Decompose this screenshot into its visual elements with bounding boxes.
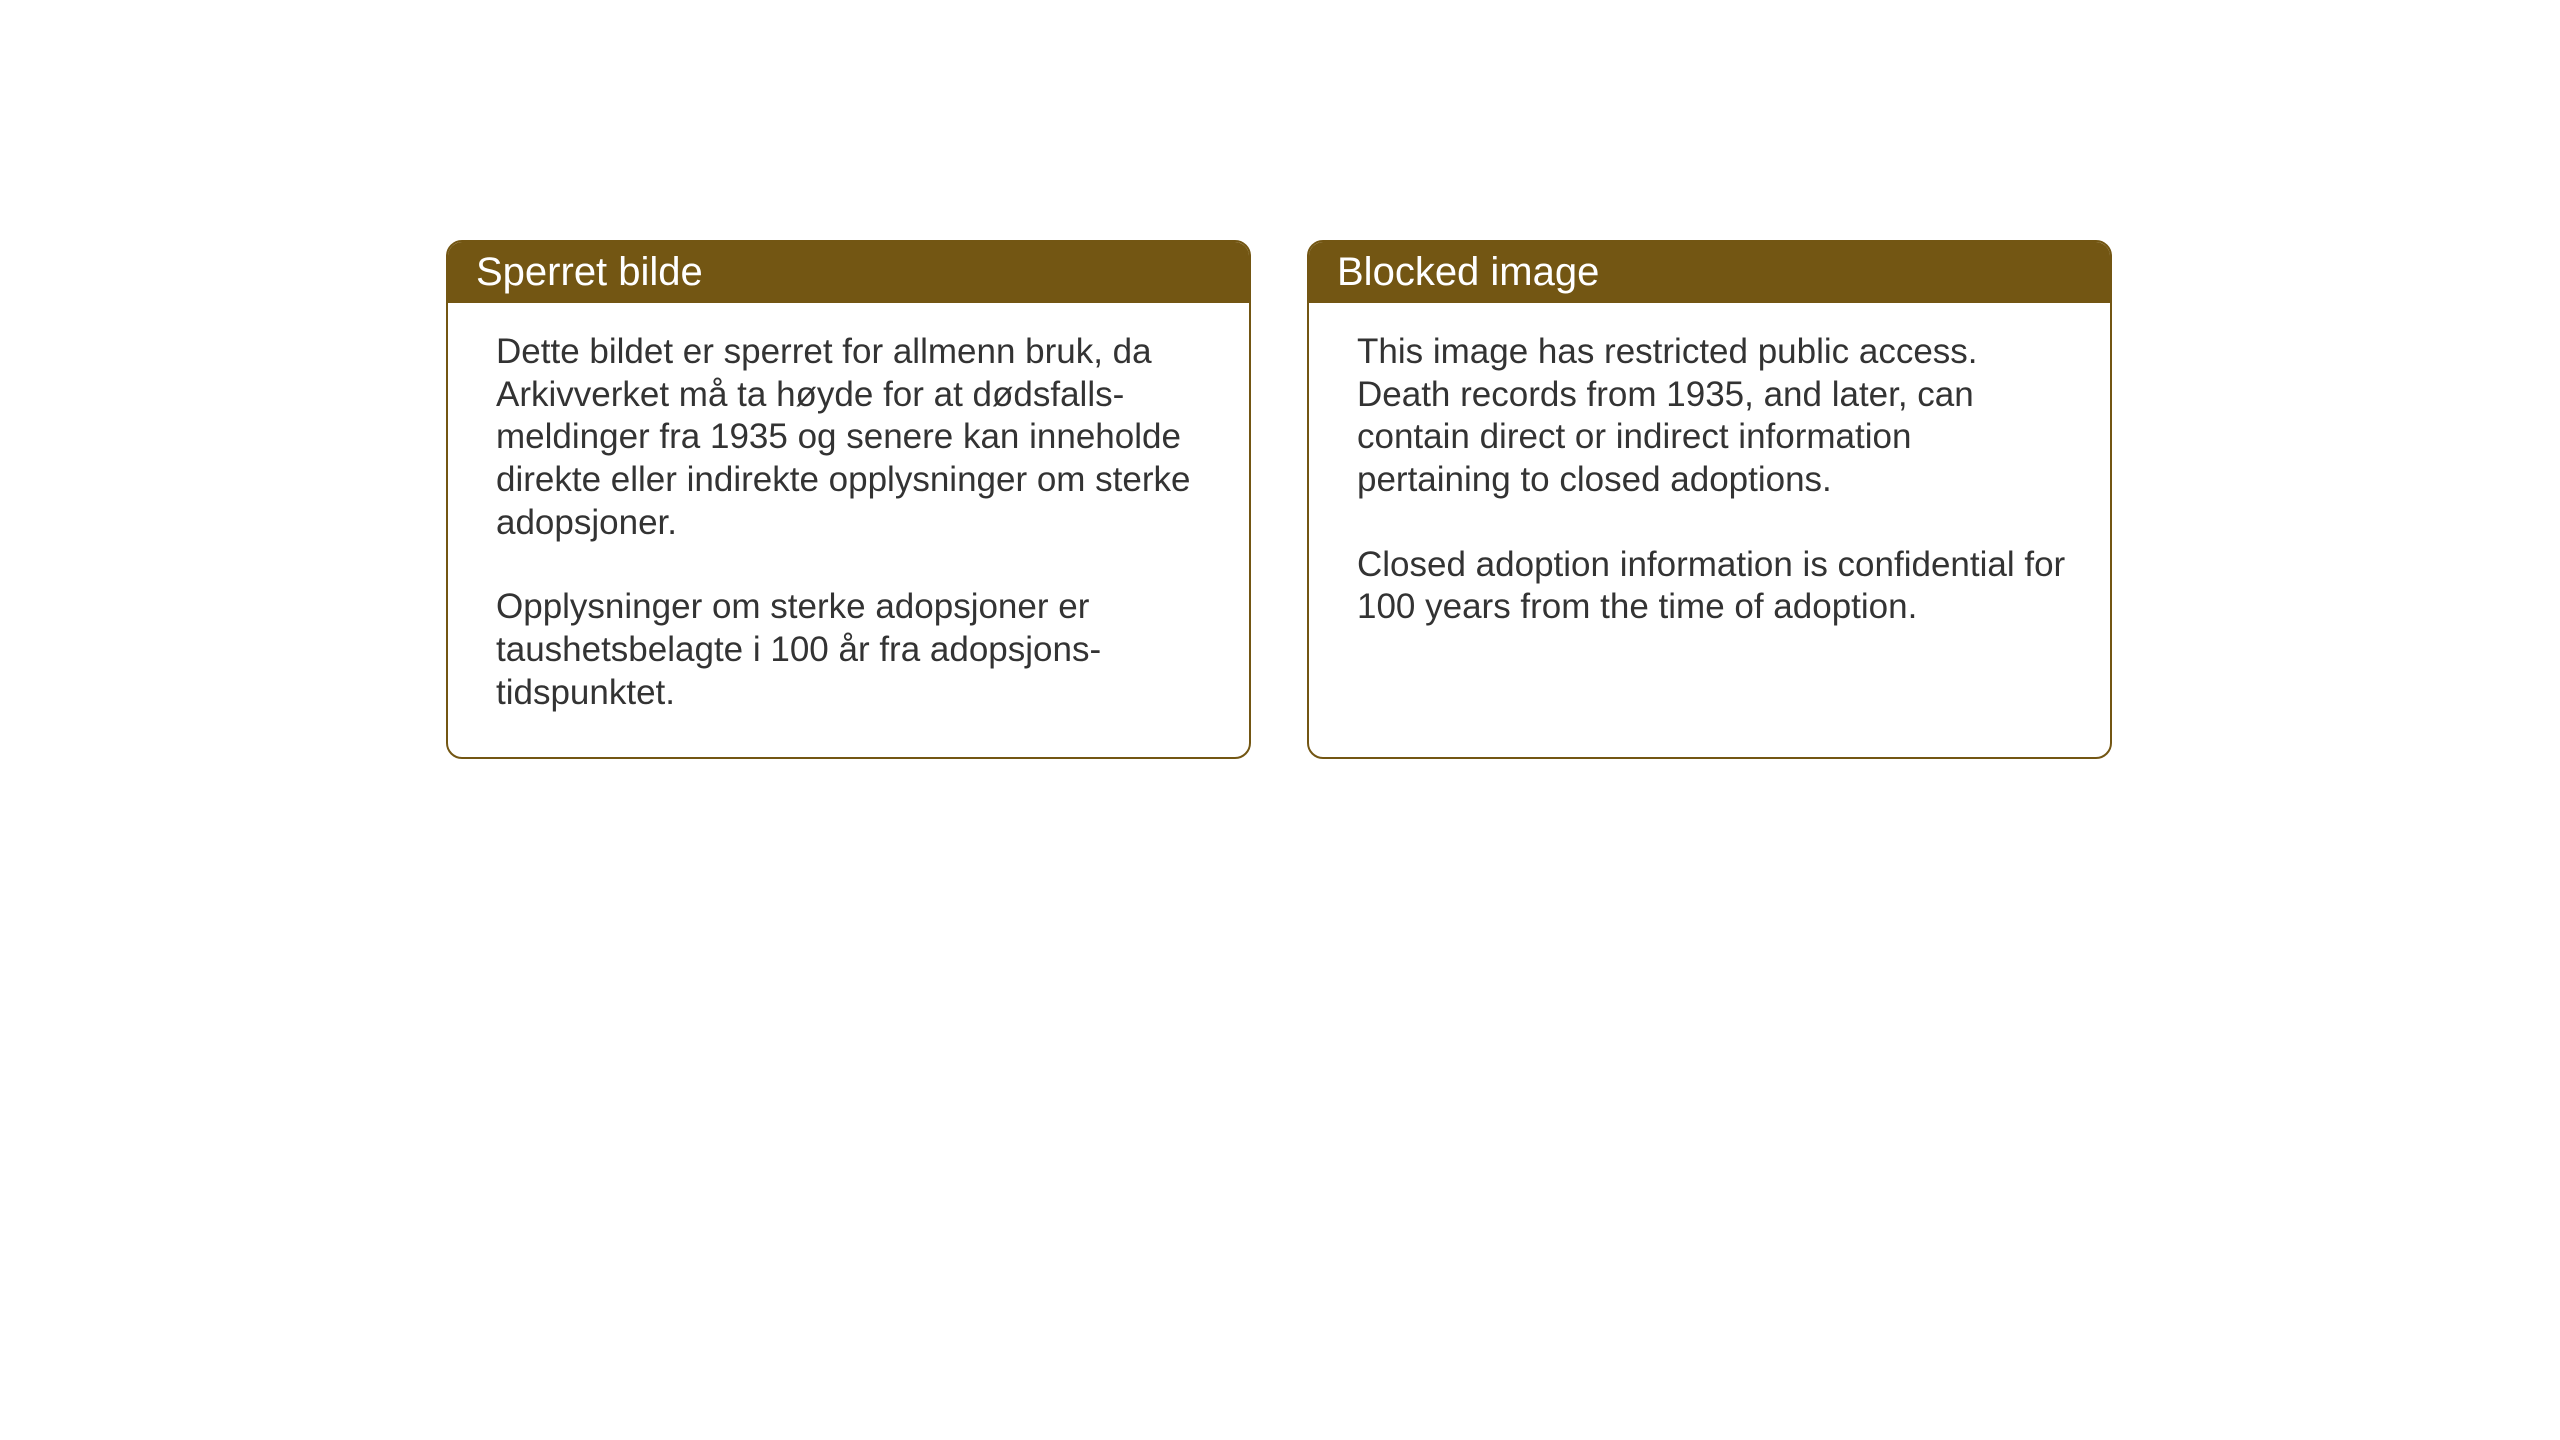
card-paragraph-english-2: Closed adoption information is confident… xyxy=(1357,544,2068,629)
card-paragraph-norwegian-1: Dette bildet er sperret for allmenn bruk… xyxy=(496,331,1207,544)
card-body-norwegian: Dette bildet er sperret for allmenn bruk… xyxy=(448,303,1249,757)
card-header-english: Blocked image xyxy=(1309,242,2110,303)
cards-container: Sperret bilde Dette bildet er sperret fo… xyxy=(446,240,2112,759)
card-title-english: Blocked image xyxy=(1337,250,1599,294)
card-english: Blocked image This image has restricted … xyxy=(1307,240,2112,759)
card-norwegian: Sperret bilde Dette bildet er sperret fo… xyxy=(446,240,1251,759)
card-body-english: This image has restricted public access.… xyxy=(1309,303,2110,671)
card-title-norwegian: Sperret bilde xyxy=(476,250,703,294)
card-paragraph-english-1: This image has restricted public access.… xyxy=(1357,331,2068,502)
card-paragraph-norwegian-2: Opplysninger om sterke adopsjoner er tau… xyxy=(496,586,1207,714)
card-header-norwegian: Sperret bilde xyxy=(448,242,1249,303)
